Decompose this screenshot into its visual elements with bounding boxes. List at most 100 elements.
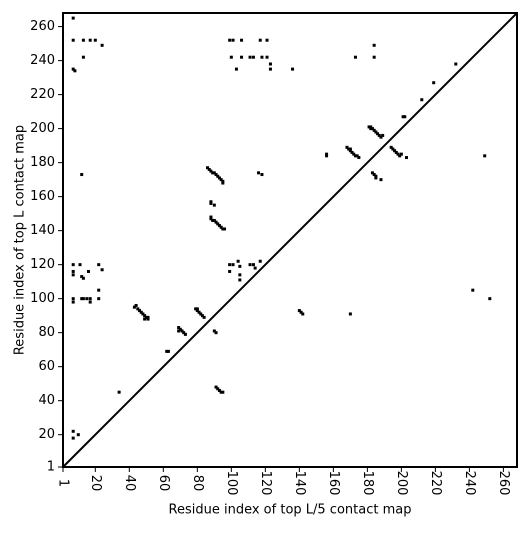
contact-point bbox=[353, 55, 357, 59]
contact-point bbox=[214, 385, 218, 389]
y-tick-label: 200 bbox=[30, 121, 55, 136]
contact-point bbox=[403, 115, 407, 119]
contact-point bbox=[299, 310, 303, 314]
contact-point bbox=[214, 331, 218, 335]
plot-frame bbox=[62, 12, 518, 468]
contact-point bbox=[268, 62, 272, 66]
contact-point bbox=[301, 312, 305, 316]
contact-point bbox=[223, 227, 227, 231]
contact-point bbox=[372, 55, 376, 59]
y-tick-label: 120 bbox=[30, 257, 55, 272]
contact-point bbox=[71, 16, 75, 20]
contact-point bbox=[117, 390, 121, 394]
contact-point bbox=[182, 331, 186, 335]
contact-point bbox=[372, 43, 376, 47]
x-tick-label: 180 bbox=[360, 471, 375, 496]
contact-point bbox=[93, 38, 97, 42]
contact-point bbox=[236, 259, 240, 263]
contact-point bbox=[348, 149, 352, 153]
x-axis-label: Residue index of top L/5 contact map bbox=[169, 503, 412, 518]
contact-point bbox=[71, 263, 75, 267]
contact-point bbox=[381, 133, 385, 137]
contact-point bbox=[146, 317, 150, 321]
contact-point bbox=[219, 178, 223, 182]
contact-point bbox=[454, 62, 458, 66]
y-tick-label: 140 bbox=[30, 223, 55, 238]
x-tick-label: 80 bbox=[190, 475, 205, 492]
contact-point bbox=[212, 218, 216, 222]
contact-point bbox=[81, 297, 85, 301]
x-tick-label: 1 bbox=[56, 479, 71, 487]
contact-point bbox=[347, 147, 351, 151]
contact-point bbox=[73, 69, 77, 73]
contact-point bbox=[212, 203, 216, 207]
contact-point bbox=[483, 154, 487, 158]
contact-point bbox=[71, 269, 75, 273]
contact-point bbox=[214, 173, 218, 177]
contact-point bbox=[240, 38, 244, 42]
contact-point bbox=[370, 171, 374, 175]
contact-point bbox=[389, 145, 393, 149]
contact-point bbox=[376, 132, 380, 136]
contact-point bbox=[97, 297, 101, 301]
y-tick-label: 240 bbox=[30, 53, 55, 68]
contact-point bbox=[251, 55, 255, 59]
contact-point bbox=[100, 268, 104, 272]
x-tick-label: 120 bbox=[258, 471, 273, 496]
contact-point bbox=[221, 227, 225, 231]
contact-point bbox=[398, 154, 402, 158]
contact-point bbox=[374, 174, 378, 178]
contact-point bbox=[197, 310, 201, 314]
contact-point bbox=[212, 329, 216, 333]
contact-point bbox=[231, 263, 235, 267]
contact-point bbox=[238, 278, 242, 282]
contact-point bbox=[132, 305, 136, 309]
contact-point bbox=[81, 38, 85, 42]
contact-point bbox=[209, 200, 213, 204]
contact-point bbox=[348, 147, 352, 151]
contact-point bbox=[238, 264, 242, 268]
contact-point bbox=[97, 263, 101, 267]
contact-point bbox=[214, 220, 218, 224]
contact-point bbox=[325, 152, 329, 156]
contact-point bbox=[265, 38, 269, 42]
x-tick-label: 20 bbox=[88, 475, 103, 492]
contact-point bbox=[372, 173, 376, 177]
contact-point bbox=[369, 125, 373, 129]
x-tick-label: 240 bbox=[462, 471, 477, 496]
y-tick-label: 180 bbox=[30, 155, 55, 170]
contact-point bbox=[399, 152, 403, 156]
y-tick-label: 220 bbox=[30, 87, 55, 102]
contact-point bbox=[240, 55, 244, 59]
contact-point bbox=[88, 300, 92, 304]
contact-point bbox=[134, 303, 138, 307]
y-axis-label: Residue index of top L contact map bbox=[13, 125, 28, 355]
contact-point bbox=[258, 38, 262, 42]
contact-point bbox=[166, 349, 170, 353]
contact-point bbox=[350, 150, 354, 154]
contact-point bbox=[194, 307, 198, 311]
contact-point bbox=[143, 314, 147, 318]
contact-point bbox=[370, 127, 374, 131]
contact-point bbox=[177, 329, 181, 333]
contact-point bbox=[265, 55, 269, 59]
contact-point bbox=[221, 390, 225, 394]
contact-point bbox=[87, 269, 91, 273]
contact-point bbox=[238, 273, 242, 277]
contact-point bbox=[257, 171, 261, 175]
contact-point bbox=[80, 173, 84, 177]
y-tick-label: 60 bbox=[38, 359, 55, 374]
contact-point bbox=[291, 67, 295, 71]
y-tick-label: 260 bbox=[30, 19, 55, 34]
contact-point bbox=[228, 263, 232, 267]
contact-point bbox=[217, 176, 221, 180]
contact-point bbox=[217, 388, 221, 392]
contact-point bbox=[88, 38, 92, 42]
x-tick-label: 200 bbox=[394, 471, 409, 496]
diagonal bbox=[62, 12, 518, 468]
contact-point bbox=[209, 217, 213, 221]
contact-point bbox=[253, 266, 257, 270]
contact-point bbox=[144, 315, 148, 319]
contact-point bbox=[234, 67, 238, 71]
contact-point bbox=[81, 55, 85, 59]
